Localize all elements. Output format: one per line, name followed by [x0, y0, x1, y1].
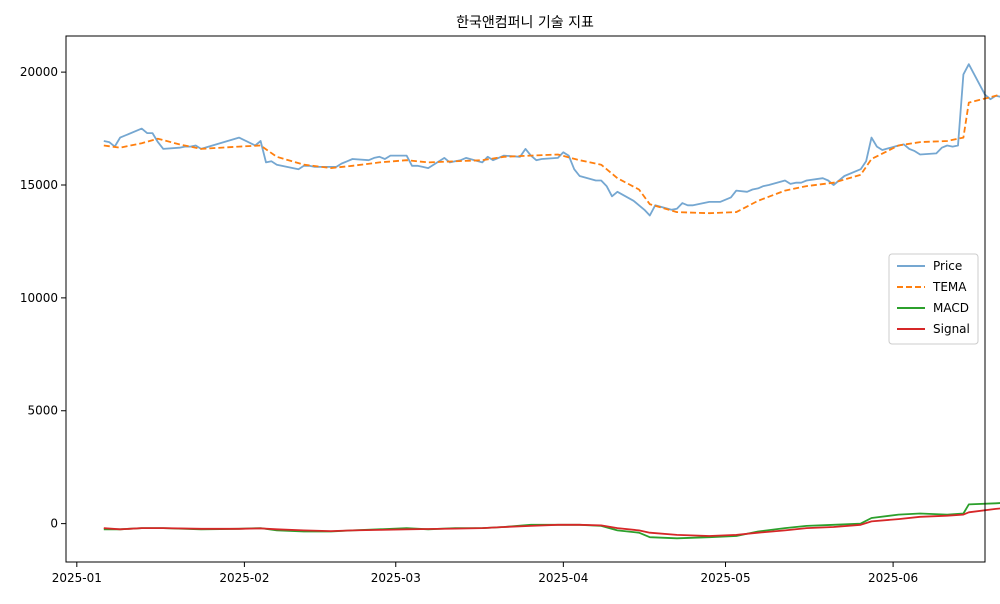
series-line-signal [103, 507, 1000, 537]
series-line-price [103, 63, 1000, 217]
y-tick-label: 20000 [20, 65, 58, 79]
series-line-tema [103, 93, 1000, 215]
y-tick-label: 15000 [20, 178, 58, 192]
legend-label-signal: Signal [933, 322, 970, 336]
plot-frame [65, 35, 986, 563]
x-tick-label: 2025-02 [219, 571, 269, 585]
legend-label-price: Price [933, 259, 962, 273]
legend-box [888, 253, 979, 345]
x-tick-label: 2025-06 [868, 571, 918, 585]
x-tick-label: 2025-05 [700, 571, 750, 585]
x-tick-label: 2025-01 [52, 571, 102, 585]
legend: Price TEMA MACD Signal [888, 253, 979, 345]
legend-label-tema: TEMA [932, 280, 967, 294]
y-axis: 0 5000 10000 15000 20000 [20, 65, 66, 531]
x-axis: 2025-01 2025-02 2025-03 2025-04 2025-05 2025-… [52, 562, 918, 585]
x-tick-label: 2025-03 [371, 571, 421, 585]
x-tick-label: 2025-04 [538, 571, 588, 585]
y-tick-label: 0 [50, 517, 58, 531]
legend-label-macd: MACD [933, 301, 969, 315]
chart-title: 한국앤컴퍼니 기술 지표 [456, 15, 594, 31]
plot-area [103, 63, 1000, 540]
y-tick-label: 5000 [27, 404, 58, 418]
y-tick-label: 10000 [20, 291, 58, 305]
